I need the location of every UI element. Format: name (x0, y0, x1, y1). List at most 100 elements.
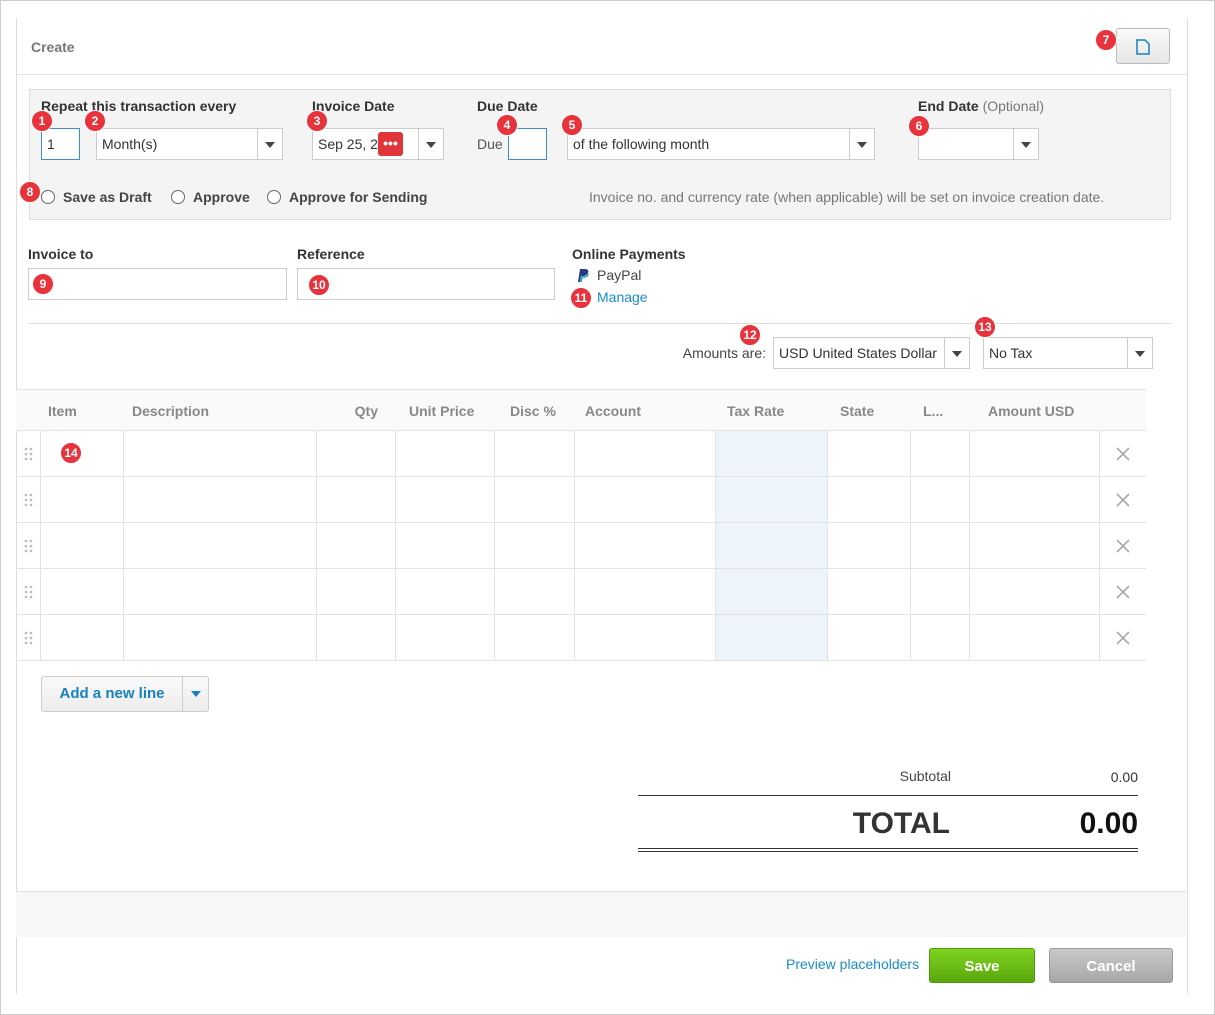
table-cell[interactable] (124, 431, 317, 477)
table-cell[interactable] (396, 615, 495, 661)
table-cell[interactable] (317, 431, 396, 477)
table-cell[interactable] (575, 615, 716, 661)
table-cell[interactable] (396, 523, 495, 569)
invoice-to-input[interactable] (28, 268, 287, 300)
column-header[interactable]: Amount USD (988, 403, 1075, 419)
table-cell[interactable] (41, 523, 124, 569)
table-cell[interactable] (970, 523, 1100, 569)
table-cell[interactable] (41, 615, 124, 661)
table-cell[interactable] (41, 569, 124, 615)
delete-cell[interactable] (1100, 523, 1146, 569)
callout-badge: 10 (308, 274, 330, 296)
table-cell[interactable] (716, 523, 828, 569)
column-header[interactable]: Tax Rate (727, 403, 785, 419)
preview-link[interactable]: Preview placeholders (786, 956, 920, 972)
table-cell[interactable] (317, 477, 396, 523)
table-cell[interactable] (396, 569, 495, 615)
table-cell[interactable] (575, 523, 716, 569)
table-cell[interactable] (716, 431, 828, 477)
tax-select[interactable]: No Tax (983, 337, 1153, 369)
table-cell[interactable] (828, 615, 911, 661)
table-cell[interactable] (716, 615, 828, 661)
table-cell[interactable] (575, 477, 716, 523)
delete-icon[interactable] (1116, 539, 1130, 553)
table-cell[interactable] (911, 569, 970, 615)
delete-icon[interactable] (1116, 585, 1130, 599)
table-cell[interactable] (396, 431, 495, 477)
radio[interactable] (267, 190, 281, 204)
table-cell[interactable] (495, 431, 575, 477)
column-header[interactable]: Unit Price (409, 403, 475, 419)
delete-cell[interactable] (1100, 615, 1146, 661)
table-cell[interactable] (124, 477, 317, 523)
save-button[interactable]: Save (929, 948, 1035, 983)
manage-link[interactable]: Manage (597, 289, 648, 305)
add-line-menu[interactable] (182, 677, 209, 711)
radio[interactable] (171, 190, 185, 204)
table-cell[interactable] (970, 615, 1100, 661)
table-cell[interactable] (317, 569, 396, 615)
column-header[interactable]: Disc % (510, 403, 556, 419)
column-header[interactable]: Qty (354, 403, 378, 419)
overlay-menu[interactable]: ••• (378, 132, 403, 156)
due-term-select[interactable]: of the following month (567, 128, 875, 160)
drag-handle[interactable] (16, 615, 41, 661)
column-header[interactable]: L... (923, 403, 944, 419)
delete-icon[interactable] (1116, 631, 1130, 645)
column-header[interactable]: Item (48, 403, 77, 419)
drag-handle[interactable] (16, 523, 41, 569)
repeat-count-input[interactable]: 1 (41, 128, 80, 160)
table-cell[interactable] (828, 431, 911, 477)
add-line-button[interactable]: Add a new line (41, 676, 209, 712)
table-cell[interactable] (828, 477, 911, 523)
table-cell[interactable] (317, 523, 396, 569)
column-header[interactable]: Account (585, 403, 641, 419)
table-cell[interactable] (495, 523, 575, 569)
cancel-button[interactable]: Cancel (1049, 948, 1173, 983)
table-cell[interactable] (495, 569, 575, 615)
table-cell[interactable] (911, 477, 970, 523)
table-cell[interactable] (970, 569, 1100, 615)
delete-cell[interactable] (1100, 431, 1146, 477)
delete-cell[interactable] (1100, 477, 1146, 523)
status-option[interactable]: Save as Draft (63, 189, 152, 205)
drag-handle[interactable] (16, 431, 41, 477)
delete-icon[interactable] (1116, 447, 1130, 461)
table-cell[interactable] (716, 477, 828, 523)
status-option[interactable]: Approve (193, 189, 250, 205)
table-cell[interactable] (41, 477, 124, 523)
column-header[interactable]: Description (132, 403, 210, 419)
table-cell[interactable] (970, 477, 1100, 523)
delete-cell[interactable] (1100, 569, 1146, 615)
table-cell[interactable] (495, 615, 575, 661)
table-cell[interactable] (970, 431, 1100, 477)
radio[interactable] (41, 190, 55, 204)
currency-select[interactable]: USD United States Dollar (773, 337, 970, 369)
copy-button[interactable] (1116, 28, 1170, 64)
due-day-input[interactable] (508, 128, 547, 160)
divider (16, 74, 1186, 75)
table-cell[interactable] (828, 569, 911, 615)
drag-handle[interactable] (16, 477, 41, 523)
column-header[interactable]: State (840, 403, 875, 419)
table-cell[interactable] (124, 569, 317, 615)
table-cell[interactable] (911, 523, 970, 569)
table-cell[interactable] (124, 615, 317, 661)
reference-input[interactable] (297, 268, 555, 300)
table-cell[interactable] (911, 431, 970, 477)
table-cell[interactable] (575, 569, 716, 615)
table-cell[interactable] (317, 615, 396, 661)
table-cell[interactable] (575, 431, 716, 477)
table-cell[interactable] (495, 477, 575, 523)
table-cell[interactable] (911, 615, 970, 661)
table-cell[interactable] (716, 569, 828, 615)
status-option[interactable]: Approve for Sending (289, 189, 428, 205)
repeat-unit-select[interactable]: Month(s) (96, 128, 283, 160)
table-cell[interactable] (828, 523, 911, 569)
table-cell[interactable] (124, 523, 317, 569)
end-date-select[interactable] (918, 128, 1039, 160)
drag-handle[interactable] (16, 569, 41, 615)
table-cell[interactable] (396, 477, 495, 523)
table-cell[interactable] (41, 431, 124, 477)
delete-icon[interactable] (1116, 493, 1130, 507)
